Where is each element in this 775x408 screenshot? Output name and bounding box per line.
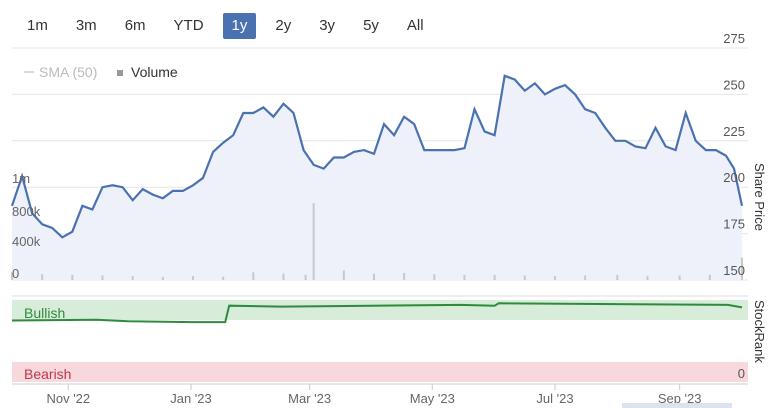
price-tick-label: 150: [723, 263, 745, 278]
price-tick-label: 175: [723, 217, 745, 232]
volume-bar: [523, 275, 526, 280]
volume-bar: [312, 203, 315, 280]
volume-legend-icon: [117, 70, 123, 76]
price-tick-label: 200: [723, 170, 745, 185]
range-button-ytd[interactable]: YTD: [173, 17, 204, 34]
volume-tick-label: 800k: [12, 204, 41, 219]
volume-bar: [131, 276, 134, 280]
volume-bar: [282, 273, 285, 280]
bullish-label: Bullish: [24, 305, 65, 321]
volume-bar: [553, 276, 556, 280]
volume-bar: [161, 276, 164, 280]
x-tick-label: Mar '23: [288, 391, 331, 406]
volume-axis: 1m 800k 400k 0: [12, 171, 41, 281]
volume-bar: [342, 270, 345, 280]
volume-bar: [41, 274, 44, 280]
volume-bar: [11, 272, 13, 280]
legend: SMA (50) Volume: [24, 64, 178, 80]
volume-bar: [433, 274, 436, 280]
price-tick-label: 275: [723, 31, 745, 46]
range-button-6m[interactable]: 6m: [124, 17, 146, 34]
x-axis: Nov '22 Jan '23 Mar '23 May '23 Jul '23 Sep '…: [46, 384, 702, 406]
volume-bar: [584, 275, 587, 280]
price-axis-title: Share Price: [752, 163, 767, 231]
x-tick-label: Nov '22: [46, 391, 90, 406]
x-tick-label: Jan '23: [170, 391, 212, 406]
range-button-1y[interactable]: 1y: [222, 13, 257, 39]
volume-bar: [101, 275, 104, 280]
volume-tick-label: 400k: [12, 234, 41, 249]
volume-bar: [252, 272, 255, 280]
stockrank-line: [11, 302, 743, 324]
price-axis: 275 250 225 200 175 150: [723, 31, 745, 278]
range-button-2y[interactable]: 2y: [275, 17, 292, 34]
volume-bar: [403, 272, 406, 280]
volume-bar: [222, 276, 225, 280]
price-line: [10, 74, 744, 239]
bearish-band: [12, 362, 748, 382]
volume-bar: [372, 273, 375, 280]
volume-bar: [616, 274, 619, 280]
price-tick-label: 225: [723, 124, 745, 139]
rank-zero-label: 0: [738, 366, 745, 381]
volume-bar: [646, 276, 649, 280]
price-area: [12, 75, 742, 280]
volume-tick-label: 1m: [12, 171, 30, 186]
price-tick-label: 250: [723, 77, 745, 92]
volume-bar: [71, 274, 74, 280]
range-button-3y[interactable]: 3y: [319, 17, 336, 34]
range-button-1m[interactable]: 1m: [27, 17, 48, 34]
volume-legend-label[interactable]: Volume: [131, 64, 178, 80]
volume-tick-label: 0: [12, 266, 19, 281]
sma-legend-label[interactable]: SMA (50): [39, 64, 97, 80]
rank-axis-title: StockRank: [752, 300, 767, 363]
x-tick-label: Sep '23: [658, 391, 702, 406]
x-tick-label: May '23: [410, 391, 455, 406]
volume-bar: [493, 274, 496, 280]
volume-bar: [708, 274, 711, 280]
range-button-3m[interactable]: 3m: [75, 17, 97, 34]
range-button-all[interactable]: All: [406, 17, 424, 34]
volume-bars: [11, 203, 743, 280]
volume-bar: [463, 274, 466, 280]
x-tick-label: Jul '23: [536, 391, 573, 406]
range-button-5y[interactable]: 5y: [363, 17, 379, 34]
volume-bar: [741, 257, 743, 280]
bearish-label: Bearish: [24, 366, 71, 382]
volume-bar: [678, 275, 681, 280]
range-selector: 1m 3m 6m YTD 1y 2y 3y 5y All: [18, 12, 443, 40]
bullish-band: [12, 300, 748, 320]
navigator-scroll-handle[interactable]: [622, 403, 732, 408]
volume-bar: [191, 276, 194, 280]
volume-bar: [304, 274, 307, 280]
